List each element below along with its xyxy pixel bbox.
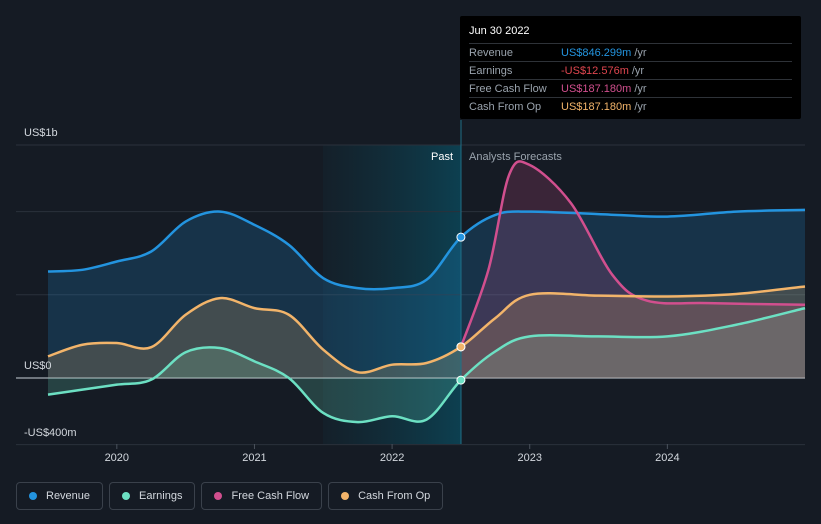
series-lines [47,160,806,424]
tooltip-unit: /yr [631,64,645,77]
tooltip-value: -US$12.576m [561,64,629,77]
revenue-line [47,208,806,291]
earnings-marker [456,375,466,385]
y-label-zero: US$0 [24,360,52,372]
legend-dot-icon [29,492,37,500]
tooltip-date: Jun 30 2022 [469,25,530,37]
x-tick-label: 2022 [380,452,404,464]
tooltip-unit: /yr [634,82,647,95]
free-cash-flow-area [460,161,805,378]
legend-dot-icon [341,492,350,500]
legend-item-free-cash-flow[interactable]: Free Cash Flow [201,482,323,510]
forecast-label: Analysts Forecasts [469,151,562,163]
legend-dot-icon [214,492,223,500]
legend-item-cash-from-op[interactable]: Cash From Op [328,482,444,510]
legend-label: Revenue [46,490,91,502]
free-cash-flow-line [459,160,806,348]
cash-from-op-line [47,285,806,374]
tooltip-value: US$187.180m [561,82,632,95]
legend-label: Cash From Op [358,490,431,502]
x-tick-label: 2021 [242,452,266,464]
tooltip-row-revenue: Revenue US$846.299m /yr [469,43,792,61]
cash-from-op-marker [456,342,466,352]
past-label: Past [431,151,453,163]
x-tick-label: 2020 [105,452,129,464]
tooltip-label: Earnings [469,64,513,77]
x-tick-label: 2023 [517,452,541,464]
legend-item-revenue[interactable]: Revenue [16,482,104,510]
x-tick-label: 2024 [655,452,679,464]
tooltip-label: Free Cash Flow [469,82,547,95]
gridlines [16,144,805,446]
tooltip-value: US$846.299m [561,46,632,59]
tooltip-value: US$187.180m [561,100,632,113]
tooltip-unit: /yr [634,100,647,113]
legend-dot-icon [122,492,131,500]
tooltip-label: Revenue [469,46,514,59]
revenue-marker [456,232,466,242]
earnings-line [47,306,806,424]
earnings-area [48,308,805,423]
x-axis-ticks: 2020 2021 2022 2023 2024 [105,444,680,464]
tooltip-label: Cash From Op [469,100,542,113]
tooltip-row-earnings: Earnings -US$12.576m /yr [469,61,792,79]
y-label-bottom: -US$400m [24,427,77,439]
legend-item-earnings[interactable]: Earnings [109,482,196,510]
tooltip-row-cash-from-op: Cash From Op US$187.180m /yr [469,97,792,115]
legend: Revenue Earnings Free Cash Flow Cash Fro… [16,482,444,510]
legend-label: Earnings [139,490,183,502]
series-markers [456,232,466,385]
tooltip-unit: /yr [634,46,647,59]
y-label-top: US$1b [24,127,58,139]
tooltip: Jun 30 2022 Revenue US$846.299m /yr Earn… [460,16,801,119]
tooltip-row-free-cash-flow: Free Cash Flow US$187.180m /yr [469,79,792,97]
cash-from-op-area [48,286,805,378]
series-areas [48,161,805,423]
legend-label: Free Cash Flow [231,490,310,502]
